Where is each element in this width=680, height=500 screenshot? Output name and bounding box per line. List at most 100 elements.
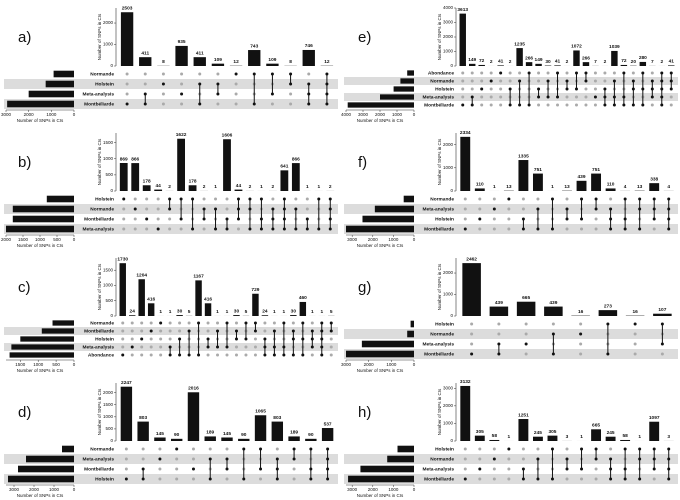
empty-dot [652,477,656,481]
y-tick-label: 0 [110,438,113,443]
intersection-bar [598,310,618,316]
empty-dot [216,321,220,325]
set-size-bar [46,195,74,203]
x-axis-title: Number of SNPs in CIs [357,493,404,498]
set-size-bar [380,94,414,100]
empty-dot [191,477,195,481]
empty-dot [480,103,484,107]
empty-dot [145,207,149,211]
x-tick-label: 0 [73,237,76,242]
set-name: Montbéliarde [84,466,114,472]
member-dot [499,71,503,75]
bar-value-label: 439 [578,174,586,180]
empty-dot [121,321,125,325]
bar-value-label: 1 [508,434,511,440]
empty-dot [580,227,584,231]
empty-dot [275,447,279,451]
bar-value-label: 1 [317,184,320,190]
member-dot [191,467,195,471]
y-tick-label: 1000 [443,165,454,170]
intersection-bar [518,160,529,191]
row-band [344,329,678,339]
bar-value-label: 1167 [193,274,204,280]
empty-dot [579,322,583,326]
y-tick-label: 2000 [443,142,454,147]
x-tick-label: 1000 [35,237,46,242]
empty-dot [122,227,126,231]
x-tick-label: 1000 [386,362,397,367]
empty-dot [584,95,588,99]
bar-value-label: 8 [162,59,165,65]
empty-dot [289,102,293,106]
set-name: Holstein [435,86,454,92]
set-name: Normande [430,456,454,462]
empty-dot [536,197,540,201]
intersection-bar [591,173,602,191]
empty-dot [507,467,511,471]
y-tick-label: 1500 [103,140,114,145]
empty-dot [244,353,248,357]
bar-value-label: 20 [631,59,637,65]
set-name: Meta-analysis [423,206,455,212]
bar-value-label: 3132 [460,379,471,385]
intersection-bar [544,306,563,316]
empty-dot [480,79,484,83]
set-name: Holstein [435,321,454,327]
empty-dot [478,447,482,451]
bar-value-label: 746 [305,43,313,49]
empty-dot [470,87,474,91]
set-name: Normande [90,446,114,452]
empty-dot [537,103,541,107]
intersection-bar [620,439,631,441]
intersection-bar [668,65,675,66]
set-name: Holstein [95,81,114,87]
bar-value-label: 1 [311,309,314,315]
empty-dot [159,329,163,333]
intersection-bar [176,315,183,316]
y-axis-title: Number of SNPs in CIs [97,13,102,60]
x-tick-label: 0 [73,112,76,117]
bar-value-label: 1072 [571,44,582,50]
row-band [4,99,338,109]
bar-value-label: 5 [245,309,248,315]
empty-dot [121,345,125,349]
bar-value-label: 1 [283,309,286,315]
intersection-bar [611,50,618,66]
intersection-bar [290,315,297,316]
empty-dot [253,345,257,349]
empty-dot [253,337,257,341]
bar-value-label: 90 [174,432,180,438]
set-size-bar [347,102,414,108]
y-tick-label: 2000 [443,34,454,39]
set-size-bar [6,225,74,233]
empty-dot [133,227,137,231]
empty-dot [492,467,496,471]
bar-value-label: 1 [214,184,217,190]
empty-dot [593,103,597,107]
empty-dot [130,353,134,357]
empty-dot [521,447,525,451]
empty-dot [537,71,541,75]
intersection-bar [238,438,250,441]
x-tick-label: 2000 [375,112,386,117]
x-axis-title: Number of SNPs in CIs [357,368,404,373]
empty-dot [565,227,569,231]
set-size-bar [403,195,414,203]
x-tick-label: 0 [413,487,416,492]
set-name: Meta-analysis [83,456,115,462]
set-size-bar [20,336,75,342]
member-dot [149,329,153,333]
intersection-bar [302,49,315,66]
bar-value-label: 338 [650,176,658,182]
bar-value-label: 7 [651,59,654,65]
bar-value-label: 44 [155,183,161,189]
bar-value-label: 2 [660,59,663,65]
empty-dot [633,352,637,356]
empty-dot [140,329,144,333]
bar-value-label: 2 [566,59,569,65]
bar-value-label: 266 [525,55,533,61]
empty-dot [206,321,210,325]
bar-value-label: 280 [639,55,647,61]
empty-dot [124,457,128,461]
